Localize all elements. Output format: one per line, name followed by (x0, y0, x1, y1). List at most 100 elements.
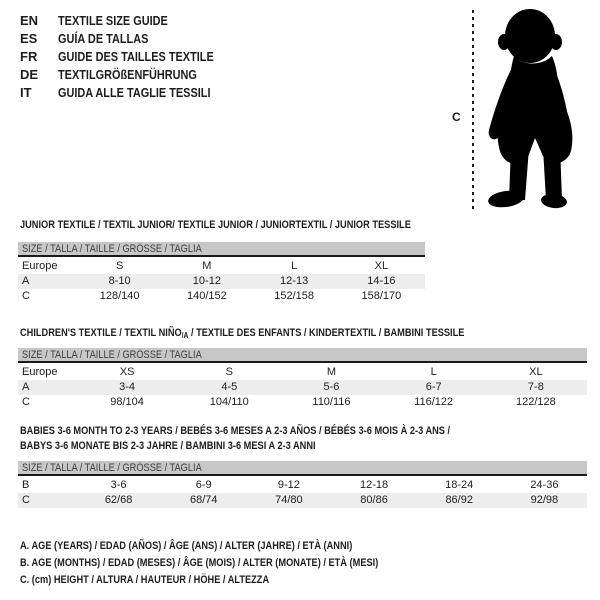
section-babies-title: BABIES 3-6 MONTH TO 2-3 YEARS / BEBÉS 3-… (20, 424, 532, 454)
section-babies-title-line2: BABYS 3-6 MONATE BIS 2-3 JAHRE / BAMBINI… (20, 440, 316, 452)
section-babies-title-line1: BABIES 3-6 MONTH TO 2-3 YEARS / BEBÉS 3-… (20, 425, 451, 437)
babies-size-table: B 3-6 6-9 9-12 12-18 18-24 24-36 C 62/68… (18, 478, 587, 508)
table-cell: 3-6 (110, 479, 127, 491)
table-cell: 18-24 (445, 479, 474, 491)
table-cell: A (22, 381, 30, 393)
table-cell: 116/122 (414, 396, 454, 408)
table-row: C 128/140 140/152 152/158 158/170 (18, 289, 425, 304)
junior-size-table: Europe S M L XL A 8-10 10-12 12-13 14-16… (18, 259, 425, 304)
table-cell: Europe (22, 260, 58, 272)
table-cell: C (22, 396, 30, 408)
language-code: EN (20, 13, 39, 28)
table-row: A 8-10 10-12 12-13 14-16 (18, 274, 425, 289)
legend-text: C. (cm) HEIGHT / ALTURA / HAUTEUR / HÖHE… (20, 574, 270, 586)
table-cell: 10-12 (192, 275, 221, 287)
height-measure-dotted-line (472, 10, 474, 212)
table-cell: 14-16 (367, 275, 396, 287)
table-cell: 104/110 (209, 396, 249, 408)
table-cell: 122/128 (515, 396, 556, 408)
table-cell: 6-7 (425, 381, 442, 393)
language-row-es: ES GUÍA DE TALLAS (20, 30, 243, 48)
table-cell: S (225, 366, 233, 378)
table-cell: 6-9 (195, 479, 212, 491)
table-cell: 158/170 (361, 290, 402, 302)
table-row: B 3-6 6-9 9-12 12-18 18-24 24-36 (18, 478, 587, 493)
legend-line-a: A. AGE (YEARS) / EDAD (AÑOS) / ÂGE (ANS)… (20, 538, 447, 555)
section-junior-title: JUNIOR TEXTILE / TEXTIL JUNIOR/ TEXTILE … (20, 218, 485, 233)
table-row: C 62/68 68/74 74/80 80/86 86/92 92/98 (18, 493, 587, 508)
table-cell: 5-6 (323, 381, 340, 393)
table-cell: 68/74 (189, 494, 218, 506)
table-cell: 4-5 (221, 381, 238, 393)
children-size-table: Europe XS S M L XL A 3-4 4-5 5-6 6-7 7-8… (18, 365, 587, 410)
size-header-bar: SIZE / TALLA / TAILLE / GRÖSSE / TAGLIA (18, 348, 587, 363)
size-header-text: SIZE / TALLA / TAILLE / GRÖSSE / TAGLIA (22, 462, 202, 474)
legend: A. AGE (YEARS) / EDAD (AÑOS) / ÂGE (ANS)… (20, 538, 447, 589)
size-header-bar: SIZE / TALLA / TAILLE / GRÖSSE / TAGLIA (18, 461, 587, 476)
table-cell: 80/86 (360, 494, 388, 506)
table-cell: 3-4 (119, 381, 136, 393)
legend-line-b: B. AGE (MONTHS) / EDAD (MESES) / ÂGE (MO… (20, 555, 447, 572)
table-cell: 62/68 (104, 494, 133, 506)
section-junior-title-text: JUNIOR TEXTILE / TEXTIL JUNIOR/ TEXTILE … (20, 219, 411, 231)
title-subscript: /A (181, 331, 189, 340)
table-row: Europe XS S M L XL (18, 365, 587, 380)
table-row: Europe S M L XL (18, 259, 425, 274)
language-code: DE (20, 67, 39, 82)
table-cell: 86/92 (445, 494, 473, 506)
table-cell: L (291, 260, 298, 272)
language-code: ES (20, 31, 38, 46)
table-row: A 3-4 4-5 5-6 6-7 7-8 (18, 380, 587, 395)
table-cell: A (22, 275, 30, 287)
table-cell: XS (119, 366, 135, 378)
section-children-title: CHILDREN'S TEXTILE / TEXTIL NIÑO/A / TEX… (20, 326, 549, 343)
legend-text: B. AGE (MONTHS) / EDAD (MESES) / ÂGE (MO… (20, 557, 379, 569)
language-name: GUIDA ALLE TAGLIE TESSILI (58, 85, 211, 100)
table-cell: B (22, 479, 30, 491)
table-cell: 8-10 (108, 275, 131, 287)
language-row-de: DE TEXTILGRÖßENFÜHRUNG (20, 66, 243, 84)
language-list: EN TEXTILE SIZE GUIDE ES GUÍA DE TALLAS FR… (20, 12, 243, 102)
table-row: C 98/104 104/110 110/116 116/122 122/128 (18, 395, 587, 410)
table-cell: 74/80 (275, 494, 303, 506)
table-cell: M (326, 366, 337, 378)
table-cell: 12-18 (359, 479, 389, 491)
table-cell: M (202, 260, 212, 272)
table-cell: 128/140 (99, 290, 140, 302)
table-cell: 9-12 (277, 479, 300, 491)
section-children-title-text: CHILDREN'S TEXTILE / TEXTIL NIÑO/A / TEX… (20, 326, 464, 343)
table-cell: Europe (22, 366, 58, 378)
table-cell: 24-36 (530, 479, 559, 491)
language-name: GUÍA DE TALLAS (58, 31, 149, 46)
table-cell: 110/116 (312, 396, 351, 408)
table-cell: 140/152 (186, 290, 227, 302)
language-code: IT (20, 85, 32, 100)
language-row-fr: FR GUIDE DES TAILLES TEXTILE (20, 48, 243, 66)
title-part: / TEXTILE DES ENFANTS / KINDERTEXTIL / B… (188, 327, 465, 339)
table-cell: 12-13 (280, 275, 309, 287)
size-header-text: SIZE / TALLA / TAILLE / GRÖSSE / TAGLIA (22, 243, 202, 255)
baby-silhouette-icon (488, 9, 573, 209)
language-name: TEXTILGRÖßENFÜHRUNG (58, 67, 197, 82)
table-cell: 152/158 (274, 290, 314, 302)
table-cell: XL (374, 260, 389, 272)
language-row-it: IT GUIDA ALLE TAGLIE TESSILI (20, 84, 243, 102)
table-cell: 98/104 (110, 396, 144, 408)
title-part: CHILDREN'S TEXTILE / TEXTIL NIÑO (20, 327, 182, 339)
language-name: TEXTILE SIZE GUIDE (58, 13, 168, 28)
table-cell: C (22, 290, 30, 302)
size-header-text: SIZE / TALLA / TAILLE / GRÖSSE / TAGLIA (22, 349, 202, 361)
table-cell: C (22, 494, 30, 506)
measure-label-c: C (452, 110, 461, 124)
size-header-bar: SIZE / TALLA / TAILLE / GRÖSSE / TAGLIA (18, 242, 425, 257)
table-cell: S (115, 260, 124, 272)
table-cell: L (430, 366, 437, 378)
table-cell: 92/98 (530, 494, 559, 506)
language-name: GUIDE DES TAILLES TEXTILE (58, 49, 214, 64)
language-code: FR (20, 49, 38, 64)
table-cell: XL (529, 366, 543, 378)
table-cell: 7-8 (527, 381, 544, 393)
legend-line-c: C. (cm) HEIGHT / ALTURA / HAUTEUR / HÖHE… (20, 572, 447, 589)
language-row-en: EN TEXTILE SIZE GUIDE (20, 12, 243, 30)
legend-text: A. AGE (YEARS) / EDAD (AÑOS) / ÂGE (ANS)… (20, 540, 353, 552)
